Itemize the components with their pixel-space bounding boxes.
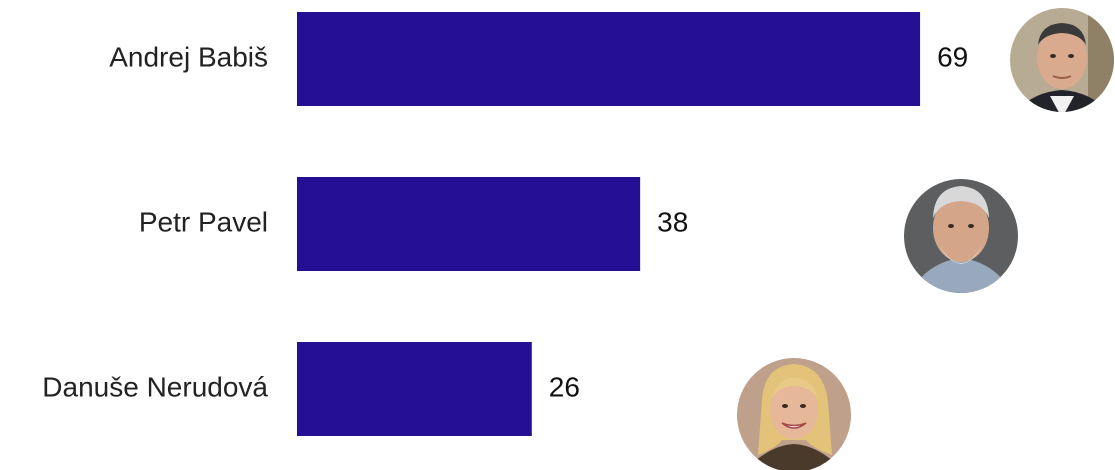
bar-1 (297, 177, 641, 271)
value-label-2: 26 (549, 371, 580, 402)
category-label-2: Danuše Nerudová (42, 371, 268, 402)
portrait-andrej-babis (1010, 8, 1114, 112)
bar-2 (297, 342, 532, 436)
category-label-0: Andrej Babiš (109, 41, 268, 72)
category-label-1: Petr Pavel (139, 206, 268, 237)
portrait-danuse-nerudova (737, 358, 851, 470)
value-label-1: 38 (657, 206, 688, 237)
value-label-0: 69 (937, 41, 968, 72)
portrait-petr-pavel (904, 179, 1018, 293)
bar-0 (297, 12, 921, 106)
